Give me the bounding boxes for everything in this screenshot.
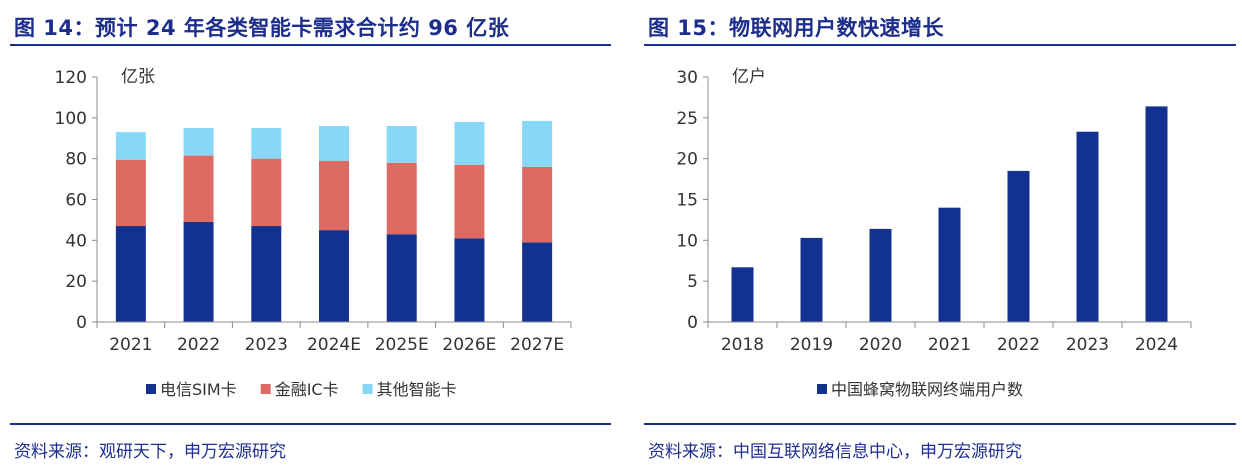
y-tick-label: 100 bbox=[55, 109, 87, 129]
bar-1-2025E bbox=[386, 234, 417, 322]
x-tick-label: 2023 bbox=[1066, 335, 1109, 355]
bar-2-2026E bbox=[454, 164, 485, 239]
bar-1-2019 bbox=[800, 237, 823, 322]
y-tick-label: 10 bbox=[676, 231, 698, 251]
legend-label-3: 其他智能卡 bbox=[377, 380, 457, 399]
y-tick-label: 30 bbox=[676, 68, 698, 88]
legend-label-2: 金融IC卡 bbox=[275, 380, 339, 399]
bar-3-2025E bbox=[386, 126, 417, 163]
x-tick-label: 2025E bbox=[375, 335, 429, 355]
unit-label: 亿户 bbox=[732, 67, 766, 87]
bar-1-2027E bbox=[522, 242, 553, 322]
bar-1-2022 bbox=[183, 221, 214, 322]
x-tick-label: 2018 bbox=[721, 335, 764, 355]
bar-2-2024E bbox=[319, 160, 349, 231]
legend-label-1: 中国蜂窝物联网终端用户数 bbox=[831, 380, 1023, 399]
y-tick-label: 15 bbox=[676, 191, 698, 211]
source-note: 资料来源：中国互联网络信息中心，申万宏源研究 bbox=[648, 442, 1022, 462]
chart-panel-15: 图 15：物联网用户数快速增长 0 5 10 15 20 25 30 亿户 2018 2019 20… bbox=[634, 0, 1242, 474]
x-tick-label: 2027E bbox=[510, 335, 564, 355]
bar-1-2021 bbox=[115, 226, 146, 322]
bar-3-2022 bbox=[183, 128, 214, 156]
chart-title: 图 15：物联网用户数快速增长 bbox=[648, 16, 945, 40]
legend-swatch-2 bbox=[260, 384, 271, 394]
bar-1-2026E bbox=[454, 238, 485, 322]
x-tick-label: 2021 bbox=[109, 335, 152, 355]
bar-2-2023 bbox=[251, 158, 282, 227]
x-tick-label: 2026E bbox=[442, 335, 496, 355]
x-tick-label: 2024 bbox=[1135, 335, 1178, 355]
legend-swatch-3 bbox=[362, 384, 373, 394]
y-tick-label: 5 bbox=[687, 272, 698, 292]
y-tick-label: 0 bbox=[76, 313, 87, 333]
x-tick-label: 2022 bbox=[997, 335, 1040, 355]
bar-3-2027E bbox=[522, 120, 553, 167]
y-tick-label: 25 bbox=[676, 109, 698, 129]
x-tick-label: 2022 bbox=[177, 335, 220, 355]
source-rule bbox=[10, 423, 611, 425]
bar-1-2022 bbox=[1007, 170, 1030, 322]
bar-3-2024E bbox=[319, 126, 349, 161]
bar-2-2021 bbox=[115, 159, 146, 227]
y-tick-label: 0 bbox=[687, 313, 698, 333]
y-tick-label: 40 bbox=[65, 231, 87, 251]
bar-1-2020 bbox=[869, 228, 892, 322]
legend-swatch-1 bbox=[817, 384, 827, 394]
bar-1-2024 bbox=[1145, 106, 1168, 323]
title-rule bbox=[644, 44, 1236, 46]
source-rule bbox=[644, 423, 1236, 425]
bar-3-2023 bbox=[251, 128, 282, 159]
x-tick-label: 2021 bbox=[928, 335, 971, 355]
bar-2-2027E bbox=[522, 166, 553, 243]
bar-1-2021 bbox=[938, 207, 961, 322]
x-tick-label: 2020 bbox=[859, 335, 902, 355]
chart-title: 图 14：预计 24 年各类智能卡需求合计约 96 亿张 bbox=[14, 16, 510, 40]
x-tick-label: 2024E bbox=[307, 335, 361, 355]
chart-panel-14: 图 14：预计 24 年各类智能卡需求合计约 96 亿张 0 20 40 60 80 10… bbox=[0, 0, 617, 474]
legend-label-1: 电信SIM卡 bbox=[160, 380, 237, 399]
bar-1-2024E bbox=[319, 230, 349, 322]
bar-3-2021 bbox=[115, 132, 146, 160]
y-tick-label: 120 bbox=[55, 68, 87, 88]
title-rule bbox=[10, 44, 611, 46]
x-tick-label: 2023 bbox=[245, 335, 288, 355]
source-note: 资料来源：观研天下，申万宏源研究 bbox=[14, 442, 286, 462]
bar-2-2025E bbox=[386, 162, 417, 235]
y-tick-label: 20 bbox=[676, 150, 698, 170]
bar-1-2023 bbox=[251, 226, 282, 322]
bar-1-2018 bbox=[731, 267, 754, 322]
y-tick-label: 20 bbox=[65, 272, 87, 292]
y-tick-label: 80 bbox=[65, 150, 87, 170]
bar-2-2022 bbox=[183, 155, 214, 222]
bar-chart: 0 5 10 15 20 25 30 亿户 2018 2019 2020 2021 2022 2023 20… bbox=[676, 67, 1192, 399]
y-tick-label: 60 bbox=[65, 191, 87, 211]
bar-1-2023 bbox=[1076, 131, 1099, 322]
bar-3-2026E bbox=[454, 121, 485, 165]
unit-label: 亿张 bbox=[121, 67, 155, 87]
stacked-bar-chart: 0 20 40 60 80 100 120 亿张 2021 2022 2023 2024E 2025E 2… bbox=[55, 67, 572, 399]
legend-swatch-1 bbox=[146, 384, 156, 394]
x-tick-label: 2019 bbox=[790, 335, 833, 355]
